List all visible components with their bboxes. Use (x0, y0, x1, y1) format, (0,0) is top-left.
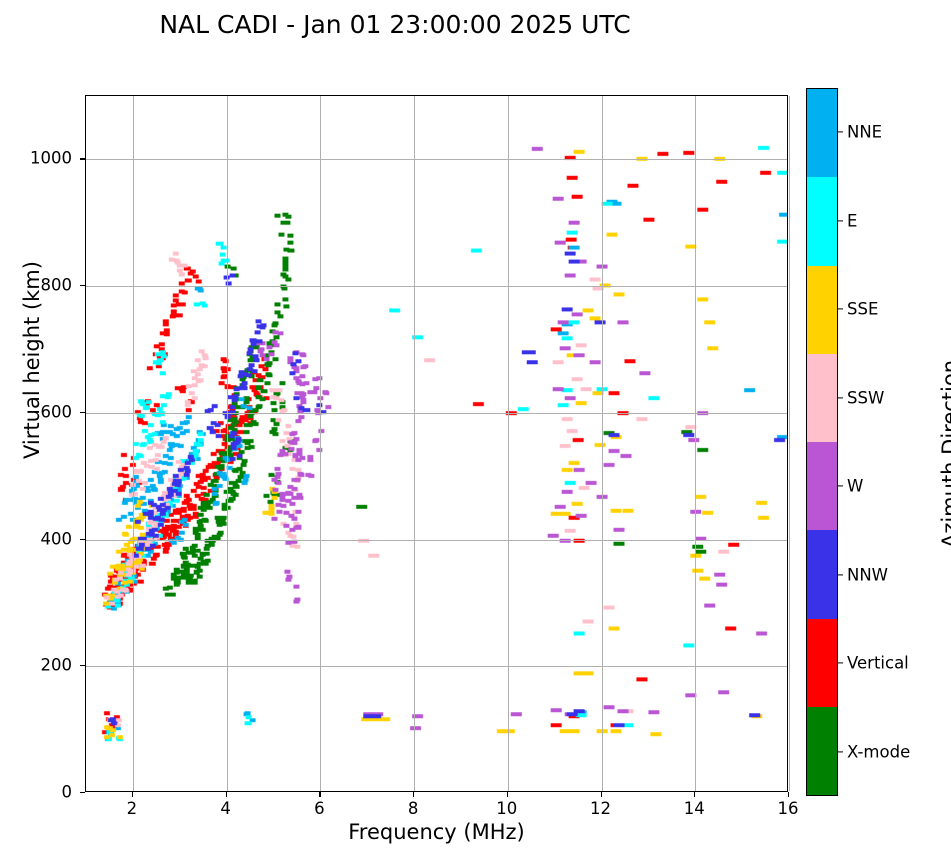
x-tick-mark (131, 792, 134, 797)
colorbar-label-nne: NNE (847, 122, 883, 142)
y-tick-mark (80, 665, 85, 667)
colorbar-label-e: E (847, 211, 858, 231)
x-tick-mark (319, 792, 321, 797)
x-tick-label: 4 (220, 799, 231, 818)
colorbar-segment-w (807, 442, 837, 531)
y-tick-mark (80, 792, 85, 794)
colorbar-label-sse: SSE (847, 299, 879, 319)
colorbar-segment-e (807, 177, 837, 266)
y-tick-label: 200 (40, 655, 73, 675)
colorbar-tick-mark (838, 485, 843, 487)
colorbar-segment-ssw (807, 353, 837, 442)
gridline-vertical (602, 96, 603, 791)
colorbar-segment-vertical (807, 618, 837, 707)
x-tick-label: 8 (407, 799, 419, 818)
plot-title: NAL CADI - Jan 01 23:00:00 2025 UTC (159, 10, 631, 39)
gridline-horizontal (86, 286, 787, 287)
x-tick-mark (506, 792, 508, 797)
plot-area (85, 95, 790, 792)
gridline-vertical (227, 96, 228, 791)
x-tick-label: 16 (777, 799, 799, 818)
x-tick-mark (788, 792, 790, 797)
y-tick-mark (80, 411, 85, 413)
y-tick-label: 0 (61, 782, 73, 802)
x-tick-label: 6 (314, 799, 325, 818)
gridline-horizontal (86, 540, 787, 541)
colorbar (806, 88, 838, 796)
x-tick-label: 12 (590, 799, 612, 818)
y-tick-mark (80, 538, 85, 540)
x-tick-label: 2 (126, 799, 138, 818)
y-axis-label: Virtual height (km) (20, 261, 44, 459)
colorbar-segment-x-mode (807, 706, 837, 795)
colorbar-label-ssw: SSW (847, 388, 885, 408)
colorbar-label-vertical: Vertical (847, 653, 909, 673)
x-tick-mark (413, 792, 415, 797)
colorbar-tick-mark (838, 308, 843, 310)
gridline-vertical (133, 96, 134, 791)
x-tick-mark (694, 792, 696, 797)
colorbar-tick-mark (838, 220, 843, 222)
y-tick-mark (80, 158, 85, 160)
gridline-vertical (508, 96, 509, 791)
x-tick-label: 14 (683, 799, 705, 818)
colorbar-tick-mark (838, 397, 843, 399)
colorbar-segment-sse (807, 265, 837, 354)
x-axis-label: Frequency (MHz) (348, 820, 525, 844)
y-tick-mark (80, 285, 85, 287)
scatter-canvas (86, 96, 787, 791)
gridline-vertical (414, 96, 415, 791)
colorbar-label-nnw: NNW (847, 565, 889, 585)
gridline-vertical (695, 96, 696, 791)
gridline-horizontal (86, 666, 787, 667)
colorbar-segment-nne (807, 89, 837, 178)
x-tick-mark (225, 792, 227, 797)
colorbar-label-x-mode: X-mode (847, 742, 911, 762)
gridline-horizontal (86, 159, 787, 160)
y-tick-label: 400 (40, 529, 73, 549)
y-tick-label: 1000 (30, 148, 72, 168)
colorbar-tick-mark (838, 662, 843, 664)
gridline-horizontal (86, 413, 787, 414)
colorbar-segment-nnw (807, 530, 837, 619)
colorbar-tick-mark (838, 751, 843, 753)
colorbar-title: Azimuth Direction (938, 359, 951, 549)
colorbar-tick-mark (838, 131, 843, 133)
x-tick-mark (600, 792, 602, 797)
y-tick-label: 800 (40, 275, 73, 295)
x-tick-label: 10 (496, 799, 518, 818)
colorbar-label-w: W (847, 476, 864, 496)
gridline-vertical (789, 96, 790, 791)
y-tick-label: 600 (40, 402, 73, 422)
colorbar-tick-mark (838, 574, 843, 576)
gridline-vertical (320, 96, 321, 791)
